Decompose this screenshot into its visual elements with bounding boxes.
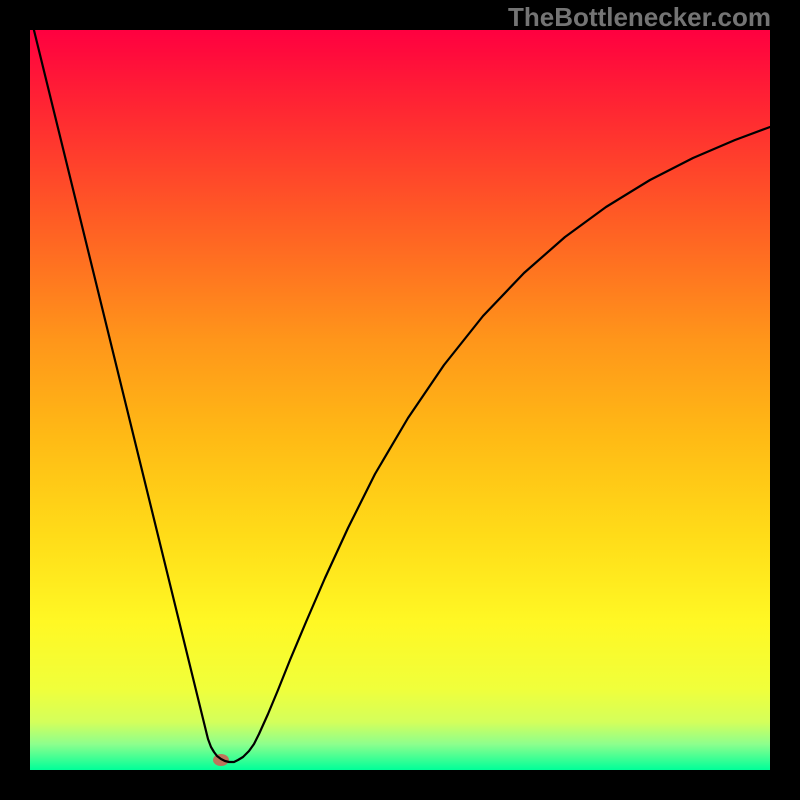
chart-container: TheBottlenecker.com [0,0,800,800]
watermark-text: TheBottlenecker.com [508,2,771,33]
chart-svg [0,0,800,800]
gradient-rect [30,30,770,770]
